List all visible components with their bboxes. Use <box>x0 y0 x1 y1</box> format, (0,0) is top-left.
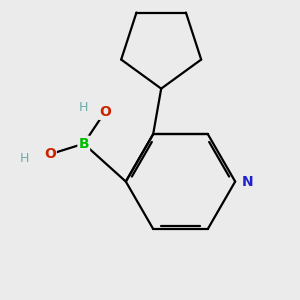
Text: B: B <box>78 137 89 151</box>
Text: O: O <box>44 147 56 161</box>
Text: H: H <box>20 152 29 165</box>
Text: N: N <box>242 175 253 188</box>
Text: H: H <box>79 101 88 114</box>
Text: O: O <box>99 105 111 119</box>
